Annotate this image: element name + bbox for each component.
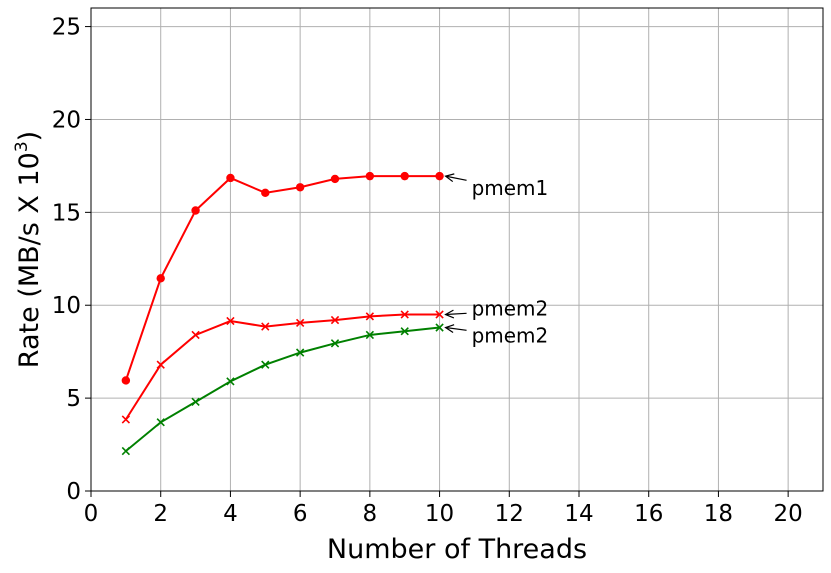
data-point bbox=[121, 446, 131, 456]
data-point bbox=[191, 330, 200, 340]
data-point bbox=[156, 274, 165, 283]
data-point bbox=[121, 415, 131, 424]
data-point bbox=[191, 397, 200, 406]
x-tick-label: 20 bbox=[774, 501, 803, 527]
y-tick-label: 0 bbox=[66, 479, 81, 505]
plot-frame bbox=[90, 7, 824, 492]
grid bbox=[85, 8, 823, 497]
annotation-arrowhead bbox=[444, 173, 455, 183]
x-tick-label: 10 bbox=[425, 501, 454, 527]
data-point bbox=[226, 316, 235, 326]
data-point bbox=[365, 171, 375, 181]
data-point bbox=[156, 418, 165, 427]
annotation-arrowhead bbox=[444, 309, 455, 319]
y-tick-label: 10 bbox=[52, 293, 81, 319]
data-point bbox=[121, 376, 131, 385]
y-axis-label-superscript: 3 bbox=[12, 141, 32, 152]
x-tick-label: 2 bbox=[153, 501, 168, 527]
x-tick-label: 0 bbox=[84, 501, 99, 527]
y-axis-label: Rate (MB/s X 103) bbox=[12, 131, 45, 368]
y-axis-label-close: ) bbox=[14, 131, 45, 142]
y-tick-label: 5 bbox=[66, 386, 81, 412]
annotation-label: pmem2 bbox=[472, 324, 549, 348]
data-point bbox=[330, 174, 340, 184]
x-tick-label: 4 bbox=[223, 501, 238, 527]
series-2 bbox=[121, 310, 444, 424]
data-point bbox=[330, 315, 340, 325]
data-point bbox=[156, 360, 165, 369]
data-point bbox=[435, 310, 444, 319]
data-point bbox=[226, 173, 235, 183]
annotation-2: pmem2 bbox=[444, 297, 549, 321]
annotation-label: pmem1 bbox=[472, 176, 549, 200]
annotation-1: pmem1 bbox=[444, 173, 549, 200]
x-tick-label: 12 bbox=[495, 501, 524, 527]
x-tick-label: 14 bbox=[564, 501, 593, 527]
annotation-label: pmem2 bbox=[472, 297, 549, 321]
series-line bbox=[124, 175, 440, 381]
data-point bbox=[191, 206, 200, 215]
series-layer bbox=[121, 171, 444, 456]
data-point bbox=[400, 310, 409, 319]
data-point bbox=[295, 318, 305, 328]
data-point bbox=[261, 188, 270, 198]
data-point bbox=[400, 327, 409, 336]
data-point bbox=[435, 323, 444, 332]
series-line bbox=[125, 326, 440, 452]
series-line bbox=[125, 313, 440, 421]
annotation-arrow bbox=[445, 312, 467, 316]
series-3 bbox=[121, 323, 444, 456]
y-tick-label: 15 bbox=[52, 200, 81, 226]
annotation-arrowhead bbox=[444, 324, 455, 333]
annotation-arrow bbox=[445, 175, 467, 181]
data-point bbox=[400, 171, 409, 181]
data-point bbox=[261, 322, 270, 331]
annotation-layer: pmem1 pmem2 pmem2 bbox=[444, 173, 549, 348]
data-point bbox=[295, 348, 305, 357]
annotation-arrow bbox=[445, 326, 467, 331]
x-tick-labels: 0 2 4 6 8 10 12 14 16 18 20 bbox=[84, 501, 803, 527]
x-tick-label: 18 bbox=[704, 501, 733, 527]
data-point bbox=[330, 339, 340, 348]
series-1 bbox=[121, 171, 444, 385]
y-tick-label: 25 bbox=[52, 15, 81, 41]
y-tick-labels: 0 5 10 15 20 25 bbox=[52, 15, 81, 505]
data-point bbox=[226, 377, 235, 386]
x-tick-label: 8 bbox=[363, 501, 378, 527]
data-point bbox=[365, 312, 375, 321]
x-tick-label: 6 bbox=[293, 501, 308, 527]
annotation-3: pmem2 bbox=[444, 324, 549, 348]
data-point bbox=[435, 171, 444, 181]
data-point bbox=[365, 330, 375, 340]
x-axis-label: Number of Threads bbox=[327, 534, 587, 565]
data-point bbox=[261, 360, 270, 369]
y-axis-label-main: Rate (MB/s X 10 bbox=[14, 152, 45, 368]
x-tick-label: 16 bbox=[634, 501, 663, 527]
y-tick-label: 20 bbox=[52, 107, 81, 133]
data-point bbox=[295, 183, 305, 192]
